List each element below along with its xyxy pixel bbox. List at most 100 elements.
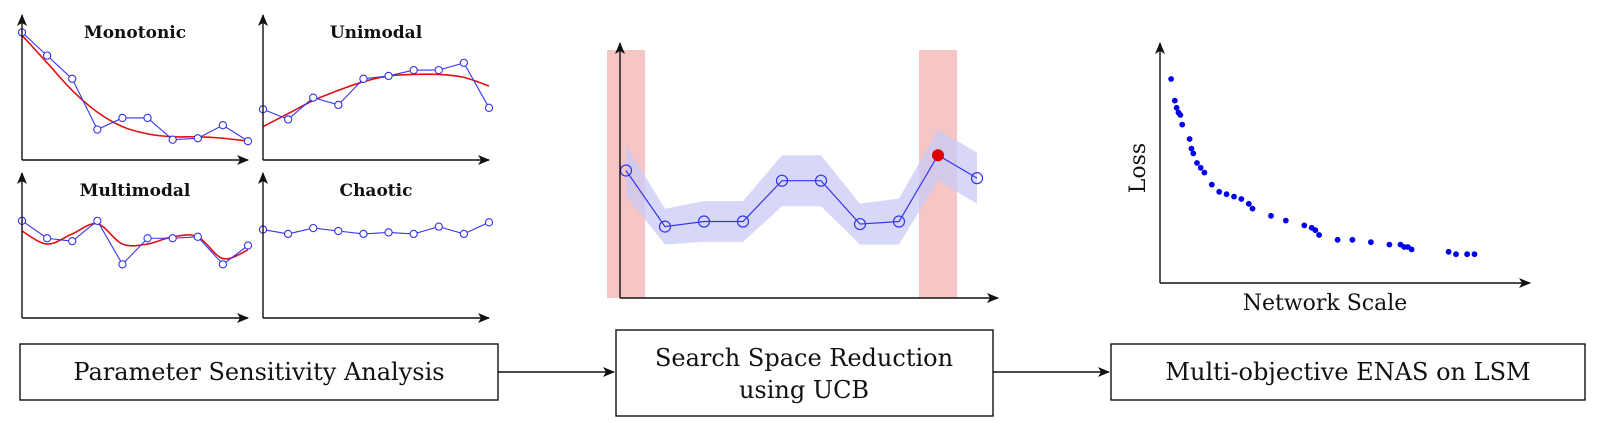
data-point xyxy=(118,260,127,269)
pareto-point xyxy=(1208,181,1215,188)
data-point xyxy=(143,234,152,243)
pareto-point xyxy=(1453,251,1459,258)
trend-curve xyxy=(21,34,249,142)
data-point xyxy=(484,103,494,112)
pareto-point xyxy=(1282,217,1289,224)
data-point xyxy=(775,174,789,187)
data-point xyxy=(309,93,318,102)
pareto-point xyxy=(1471,251,1478,258)
stage-box xyxy=(1110,343,1586,401)
y-axis-label: Loss xyxy=(1126,143,1151,193)
data-series-line xyxy=(262,62,490,121)
pareto-point xyxy=(1408,246,1415,253)
data-point xyxy=(459,229,469,239)
data-point xyxy=(68,74,77,83)
data-point xyxy=(697,215,711,228)
data-point xyxy=(384,71,393,81)
pareto-point xyxy=(1168,76,1174,82)
stage-multi-objective-enas: Multi-objective ENAS on LSM xyxy=(1110,343,1586,401)
sensitivity-panel-chaotic: Chaotic xyxy=(258,172,494,323)
data-series-line xyxy=(262,221,490,235)
sensitivity-panel-monotonic: Monotonic xyxy=(17,14,253,165)
pareto-point xyxy=(1201,169,1208,176)
data-point xyxy=(193,134,202,143)
pareto-point xyxy=(1186,136,1193,142)
trend-curve xyxy=(21,222,249,260)
data-point xyxy=(484,218,494,227)
data-point xyxy=(359,74,368,83)
data-point xyxy=(359,229,368,239)
pareto-point xyxy=(1179,121,1186,128)
data-point xyxy=(42,51,52,60)
data-point xyxy=(853,217,867,231)
best-point xyxy=(932,149,944,162)
pareto-point xyxy=(1368,239,1374,246)
panel-title: Monotonic xyxy=(84,23,186,43)
pareto-point xyxy=(1188,145,1195,152)
pareto-point xyxy=(1177,112,1184,118)
pareto-point xyxy=(1171,97,1178,104)
pareto-point xyxy=(1386,241,1393,248)
pareto-point xyxy=(1216,188,1223,195)
data-point xyxy=(68,236,77,246)
pareto-point xyxy=(1445,248,1452,255)
data-point xyxy=(409,65,418,75)
pareto-point xyxy=(1173,104,1180,111)
stage-label: Multi-objective ENAS on LSM xyxy=(1165,358,1530,386)
pareto-point xyxy=(1190,150,1197,157)
panel-title: Multimodal xyxy=(80,181,191,201)
sensitivity-panel-multimodal: Multimodal xyxy=(17,172,253,323)
sensitivity-panel-unimodal: Unimodal xyxy=(258,14,494,165)
data-point xyxy=(93,125,102,134)
pareto-point xyxy=(1334,236,1341,243)
data-point xyxy=(334,226,343,236)
data-point xyxy=(168,135,177,144)
stage-search-space-reduction: Search Space Reduction using UCB xyxy=(615,329,994,417)
pareto-point xyxy=(1349,236,1356,243)
x-axis-label: Network Scale xyxy=(1243,291,1408,316)
data-point xyxy=(168,234,177,243)
pareto-point xyxy=(1238,196,1245,202)
stage-label-line-1: Search Space Reduction xyxy=(655,344,953,372)
data-point xyxy=(459,58,469,67)
data-series-line xyxy=(21,31,249,142)
data-point xyxy=(814,174,828,187)
data-point xyxy=(93,216,102,225)
data-point xyxy=(334,100,343,110)
panel-title: Chaotic xyxy=(340,181,413,201)
panel-title: Unimodal xyxy=(330,23,423,43)
pareto-point xyxy=(1245,200,1252,207)
data-point xyxy=(970,172,984,185)
pareto-point xyxy=(1312,227,1319,234)
data-point xyxy=(434,65,443,75)
pareto-chart: Network Scale Loss xyxy=(1126,42,1531,316)
data-series-line xyxy=(21,220,249,266)
pareto-point xyxy=(1223,191,1230,198)
data-point xyxy=(42,234,52,243)
data-point xyxy=(283,229,293,239)
ucb-chart xyxy=(607,42,999,303)
data-point xyxy=(243,136,253,146)
data-point xyxy=(118,113,127,123)
stage-box xyxy=(615,329,994,417)
data-point xyxy=(409,229,418,239)
data-point xyxy=(892,215,906,228)
pareto-point xyxy=(1268,212,1274,219)
trend-curve xyxy=(262,73,490,128)
pareto-point xyxy=(1316,232,1322,238)
stage-label: Parameter Sensitivity Analysis xyxy=(73,358,444,386)
pareto-point xyxy=(1301,222,1308,229)
data-point xyxy=(243,241,253,250)
stage-parameter-sensitivity: Parameter Sensitivity Analysis xyxy=(19,343,499,401)
pareto-point xyxy=(1194,160,1200,166)
mean-line xyxy=(625,154,978,228)
data-point xyxy=(309,223,318,233)
confidence-band xyxy=(626,129,977,245)
data-point xyxy=(143,113,152,123)
pareto-point xyxy=(1197,164,1204,171)
data-point xyxy=(218,260,228,269)
data-point xyxy=(384,228,393,237)
data-point xyxy=(736,215,750,228)
data-point xyxy=(434,222,443,231)
